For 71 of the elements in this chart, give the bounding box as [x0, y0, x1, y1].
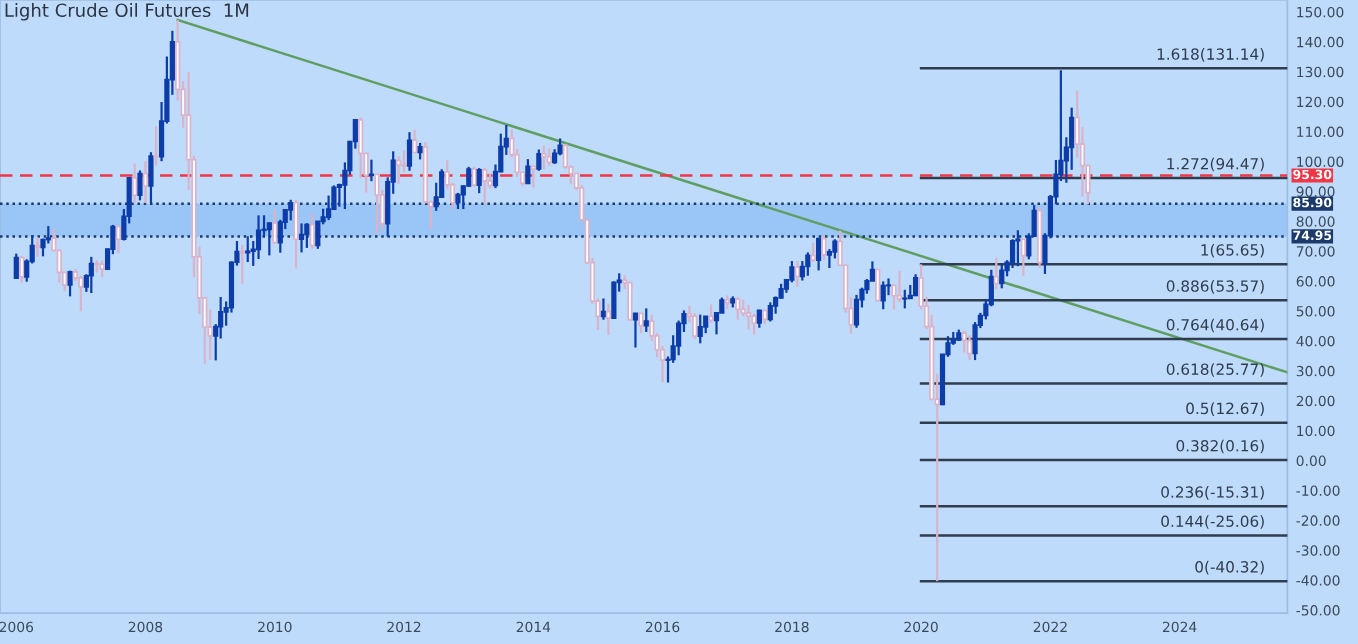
candlestick — [999, 263, 1005, 290]
candlestick — [374, 173, 380, 236]
candlestick — [1009, 238, 1016, 270]
chart-title: Light Crude Oil Futures 1M — [5, 3, 249, 21]
candlestick — [293, 198, 299, 270]
candlestick — [78, 274, 84, 313]
candlestick — [541, 144, 547, 171]
candlestick — [142, 160, 149, 205]
candlestick — [638, 312, 644, 335]
candlestick — [19, 254, 25, 284]
candlestick — [821, 234, 827, 262]
candlestick — [13, 252, 19, 280]
candlestick — [115, 224, 121, 255]
candlestick — [993, 256, 999, 291]
candlestick — [632, 312, 639, 349]
candlestick — [34, 236, 41, 259]
candlestick — [902, 288, 908, 310]
candlestick — [530, 165, 536, 189]
candlestick — [132, 162, 138, 205]
candlestick — [255, 214, 262, 261]
candlestick — [476, 166, 482, 195]
candlestick — [368, 158, 375, 183]
candlestick — [600, 297, 607, 321]
candlestick — [266, 221, 272, 257]
candlestick — [1020, 238, 1026, 278]
candlestick — [794, 259, 800, 288]
candlestick — [153, 125, 159, 167]
candlestick — [735, 296, 741, 321]
candlestick — [708, 303, 714, 324]
candlestick — [627, 280, 633, 323]
candlestick — [880, 280, 886, 311]
candlestick — [605, 302, 611, 337]
candlestick — [482, 166, 488, 206]
candlestick — [536, 148, 542, 172]
candlestick — [799, 259, 805, 282]
candlestick — [304, 221, 310, 250]
candlestick — [137, 169, 143, 202]
candlestick — [148, 151, 154, 205]
candlestick — [239, 243, 245, 285]
candlestick — [298, 222, 305, 254]
candlestick — [789, 259, 795, 284]
candlestick — [853, 293, 860, 329]
candlestick — [525, 157, 531, 186]
candlestick — [767, 301, 773, 323]
candlestick — [67, 269, 73, 298]
candlestick — [309, 212, 315, 250]
candlestick — [611, 280, 617, 320]
candlestick — [751, 312, 757, 336]
candlestick — [395, 155, 402, 186]
candlestick — [972, 320, 978, 362]
candlestick — [272, 208, 278, 246]
candlestick — [810, 241, 816, 264]
candlestick — [88, 255, 94, 295]
candlestick — [961, 329, 967, 354]
candlestick — [805, 251, 811, 277]
candlestick — [832, 238, 838, 260]
candlestick — [288, 198, 294, 222]
candlestick — [245, 235, 251, 264]
candlestick — [896, 269, 903, 304]
candlestick — [875, 268, 881, 303]
candlestick — [745, 303, 752, 331]
candlestick — [816, 236, 822, 272]
candlestick — [697, 313, 703, 345]
candlestick — [406, 131, 413, 172]
candlestick — [966, 334, 973, 362]
candlestick — [471, 165, 477, 188]
candlestick — [692, 312, 698, 341]
candlestick — [1015, 229, 1021, 268]
candlestick — [326, 194, 332, 222]
candlestick — [466, 165, 472, 189]
candlestick — [643, 307, 649, 334]
